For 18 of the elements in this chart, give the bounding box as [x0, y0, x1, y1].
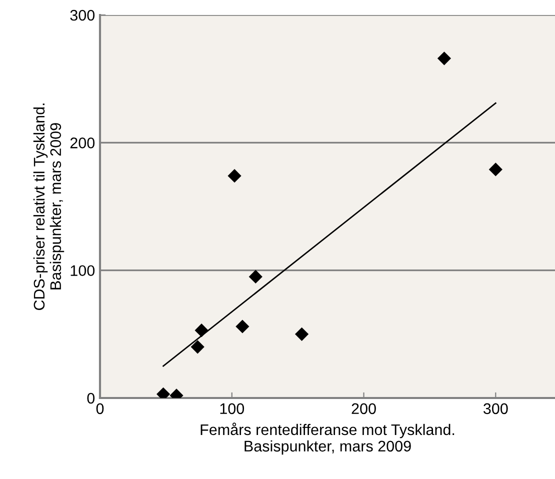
- point: [248, 270, 262, 284]
- x-axis-title: Femårs rentedifferanse mot Tyskland. Basispunkter, mars 2009: [200, 422, 454, 455]
- x-tick-label: 300: [483, 403, 508, 414]
- point: [236, 320, 250, 334]
- point: [228, 169, 242, 183]
- point: [488, 162, 502, 176]
- point: [194, 324, 208, 338]
- point: [437, 52, 452, 66]
- y-tick-label: 0: [87, 392, 95, 404]
- x-tick-label: 0: [96, 403, 104, 414]
- x-tick-label: 200: [352, 403, 376, 414]
- y-axis-title: CDS-priser relativt til Tyskland. Basispunkter, mars 2009: [33, 104, 64, 310]
- y-tick-label: 100: [70, 265, 95, 276]
- x-tick-label: 100: [220, 403, 244, 414]
- point: [190, 340, 204, 354]
- point: [294, 327, 309, 341]
- y-tick-label: 200: [70, 138, 95, 148]
- y-tick-label: 300: [70, 10, 95, 21]
